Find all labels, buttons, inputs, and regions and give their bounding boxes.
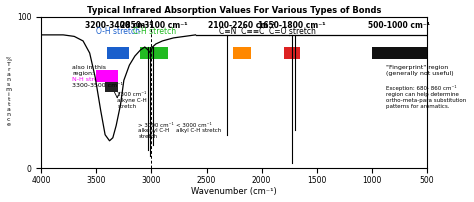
Text: 3300 cm⁻¹
alkyne C-H
stretch: 3300 cm⁻¹ alkyne C-H stretch (117, 92, 147, 109)
Bar (140, 47, 168, 59)
Text: 500-1000 cm⁻¹: 500-1000 cm⁻¹ (368, 21, 430, 30)
Y-axis label: %
T
r
a
n
s
m
i
t
t
a
n
c
e: % T r a n s m i t t a n c e (6, 57, 12, 127)
Title: Typical Infrared Absorption Values For Various Types of Bonds: Typical Infrared Absorption Values For V… (87, 6, 381, 15)
Bar (105, 82, 118, 92)
Text: also in this
region:: also in this region: (72, 65, 106, 76)
Text: O-H stretch: O-H stretch (96, 27, 140, 36)
Text: C=O stretch: C=O stretch (269, 27, 315, 36)
X-axis label: Wavenumber (cm⁻¹): Wavenumber (cm⁻¹) (191, 187, 277, 196)
Text: 2100-2260 cm⁻¹: 2100-2260 cm⁻¹ (208, 21, 275, 30)
Text: 3300-3500 cm⁻¹: 3300-3500 cm⁻¹ (72, 83, 123, 88)
Text: > 3000 cm⁻¹
alkenyl C-H
stretch: > 3000 cm⁻¹ alkenyl C-H stretch (138, 123, 174, 139)
Bar (233, 47, 251, 59)
Text: C-H stretch: C-H stretch (133, 27, 176, 36)
Text: N-H stretch: N-H stretch (72, 77, 108, 82)
Text: 1650-1800 cm⁻¹: 1650-1800 cm⁻¹ (258, 21, 326, 30)
Bar (284, 47, 300, 59)
Text: C≡N  C≡≡C: C≡N C≡≡C (219, 27, 264, 36)
Text: 2850-3100 cm⁻¹: 2850-3100 cm⁻¹ (120, 21, 188, 30)
Text: 3200-3400 cm⁻¹: 3200-3400 cm⁻¹ (84, 21, 152, 30)
Bar (372, 47, 427, 59)
Bar (107, 47, 129, 59)
Text: < 3000 cm⁻¹
alkyl C-H stretch: < 3000 cm⁻¹ alkyl C-H stretch (176, 123, 221, 134)
Bar (96, 70, 118, 82)
Text: "Fingerprint" region
(generally not useful): "Fingerprint" region (generally not usef… (386, 65, 454, 76)
Text: Exception: 680- 860 cm⁻¹
region can help determine
ortho-meta-para substitution
: Exception: 680- 860 cm⁻¹ region can help… (386, 85, 466, 109)
